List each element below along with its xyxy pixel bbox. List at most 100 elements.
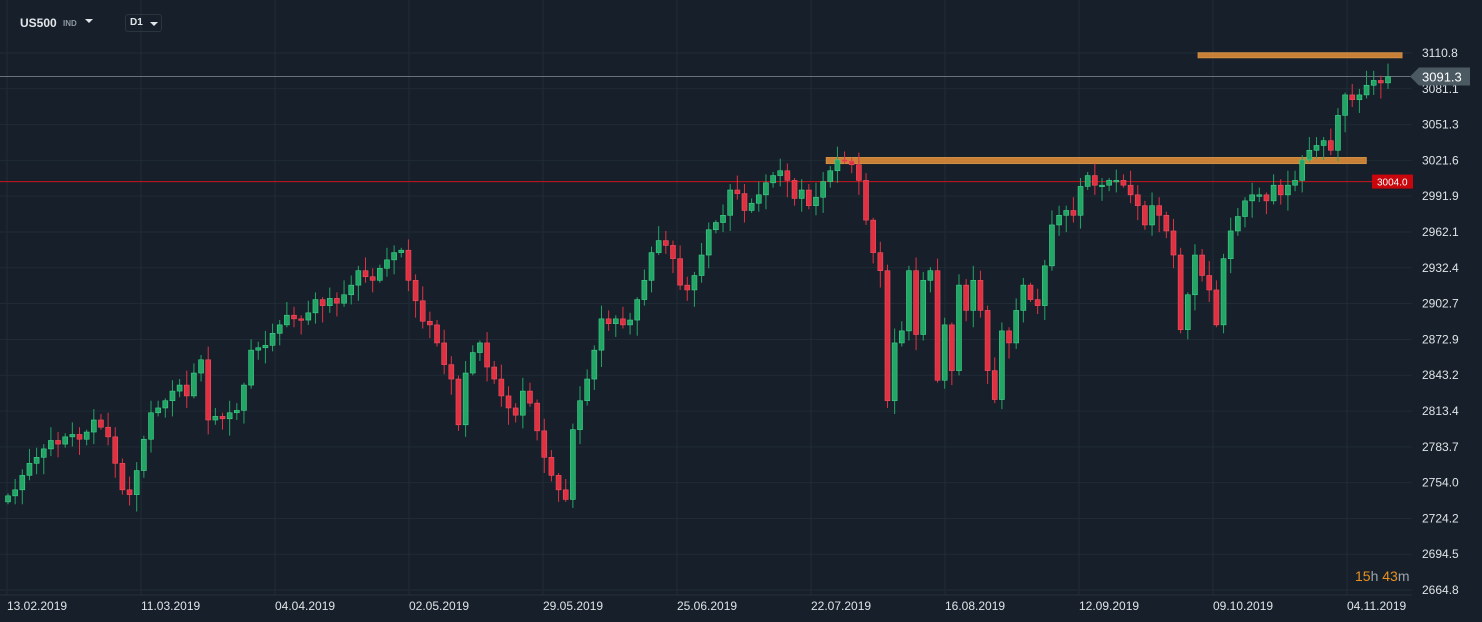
candle-down bbox=[298, 318, 304, 321]
candle-up bbox=[705, 229, 712, 256]
candle-up bbox=[1113, 180, 1120, 183]
candle-up bbox=[191, 372, 197, 397]
y-tick-label: 2962.1 bbox=[1422, 225, 1459, 239]
candle-down bbox=[505, 395, 512, 409]
x-tick-label: 11.03.2019 bbox=[141, 599, 200, 613]
candle-up bbox=[1313, 145, 1320, 151]
candle-up bbox=[5, 495, 11, 503]
x-tick-label: 16.08.2019 bbox=[945, 599, 1005, 613]
candle-up bbox=[1363, 84, 1370, 96]
candle-up bbox=[255, 347, 262, 351]
candle-down bbox=[1006, 330, 1012, 344]
y-tick-label: 2783.7 bbox=[1422, 440, 1459, 454]
candle-up bbox=[162, 400, 169, 409]
candle-down bbox=[119, 463, 126, 491]
candle-up bbox=[891, 342, 898, 402]
candle-up bbox=[312, 299, 319, 314]
candle-down bbox=[677, 258, 683, 286]
candle-down bbox=[934, 270, 941, 381]
candle-up bbox=[241, 384, 247, 411]
candle-up bbox=[1285, 184, 1291, 196]
candle-up bbox=[648, 252, 655, 281]
candle-down bbox=[498, 378, 505, 397]
candle-down bbox=[1142, 205, 1148, 226]
countdown-minutes: 43 bbox=[1382, 568, 1398, 584]
candle-up bbox=[377, 267, 383, 281]
candle-countdown: 15h 43m bbox=[1355, 568, 1410, 584]
candle-up bbox=[1292, 180, 1298, 186]
y-tick-label: 2932.4 bbox=[1422, 261, 1459, 275]
timeframe-select[interactable]: D1 bbox=[125, 14, 162, 32]
candle-up bbox=[276, 324, 283, 334]
countdown-hours-unit: h bbox=[1370, 568, 1379, 584]
candle-up bbox=[1249, 194, 1255, 202]
candle-down bbox=[419, 300, 426, 322]
candle-down bbox=[1070, 210, 1077, 216]
candle-up bbox=[1149, 205, 1155, 226]
candle-up bbox=[198, 359, 204, 374]
y-tick-label: 2991.9 bbox=[1422, 189, 1459, 203]
countdown-minutes-unit: m bbox=[1397, 568, 1410, 584]
candle-down bbox=[512, 407, 519, 416]
candle-up bbox=[155, 407, 161, 414]
timeframe-label: D1 bbox=[130, 17, 143, 28]
candle-up bbox=[326, 298, 333, 306]
candle-down bbox=[541, 430, 548, 458]
candle-up bbox=[341, 294, 347, 304]
candle-up bbox=[48, 440, 54, 450]
candle-up bbox=[634, 299, 641, 321]
candle-up bbox=[999, 330, 1005, 400]
candle-down bbox=[1263, 194, 1270, 202]
candle-down bbox=[670, 245, 676, 259]
candle-down bbox=[1177, 254, 1184, 330]
symbol-label[interactable]: US500 bbox=[20, 16, 57, 30]
candle-down bbox=[1199, 254, 1205, 276]
candle-down bbox=[183, 384, 190, 397]
candle-up bbox=[1342, 94, 1348, 116]
candle-up bbox=[1099, 184, 1105, 188]
candle-down bbox=[527, 390, 533, 404]
candle-up bbox=[584, 378, 590, 402]
level-line-badge bbox=[1372, 174, 1413, 189]
candle-down bbox=[319, 299, 326, 306]
candle-up bbox=[234, 410, 240, 414]
candle-up bbox=[91, 419, 97, 433]
candle-up bbox=[269, 332, 276, 346]
x-tick-label: 12.09.2019 bbox=[1079, 599, 1139, 613]
symbol-dropdown-icon[interactable] bbox=[85, 19, 93, 23]
candle-down bbox=[126, 489, 133, 495]
candle-down bbox=[1349, 94, 1356, 101]
resistance-zone bbox=[825, 157, 1367, 165]
y-tick-label: 3110.8 bbox=[1422, 46, 1458, 60]
candle-up bbox=[477, 342, 483, 353]
candle-up bbox=[591, 349, 598, 380]
candle-up bbox=[1106, 180, 1112, 186]
candle-down bbox=[291, 314, 297, 320]
candle-down bbox=[884, 270, 891, 402]
x-tick-label: 04.11.2019 bbox=[1347, 599, 1406, 613]
candle-down bbox=[1127, 184, 1134, 196]
chart-toolbar: US500 IND D1 bbox=[0, 0, 300, 44]
candle-down bbox=[1277, 184, 1284, 196]
candle-up bbox=[927, 270, 934, 281]
candle-up bbox=[698, 254, 705, 276]
y-tick-label: 2872.9 bbox=[1422, 332, 1459, 346]
chevron-down-icon bbox=[150, 22, 158, 26]
candle-down bbox=[55, 440, 61, 445]
candle-down bbox=[856, 164, 862, 181]
candle-up bbox=[1242, 200, 1248, 217]
candle-down bbox=[984, 310, 991, 371]
x-tick-label: 29.05.2019 bbox=[543, 599, 603, 613]
candle-down bbox=[548, 457, 555, 476]
candle-up bbox=[956, 284, 962, 371]
candle-up bbox=[469, 352, 476, 374]
y-tick-label: 2664.8 bbox=[1422, 583, 1459, 597]
candle-up bbox=[83, 431, 90, 440]
candle-down bbox=[434, 324, 440, 344]
candle-up bbox=[612, 318, 619, 324]
candle-up bbox=[627, 319, 633, 326]
candle-down bbox=[1034, 299, 1041, 306]
level-line-label: 3004.0 bbox=[1377, 178, 1408, 189]
x-tick-label: 09.10.2019 bbox=[1213, 599, 1273, 613]
